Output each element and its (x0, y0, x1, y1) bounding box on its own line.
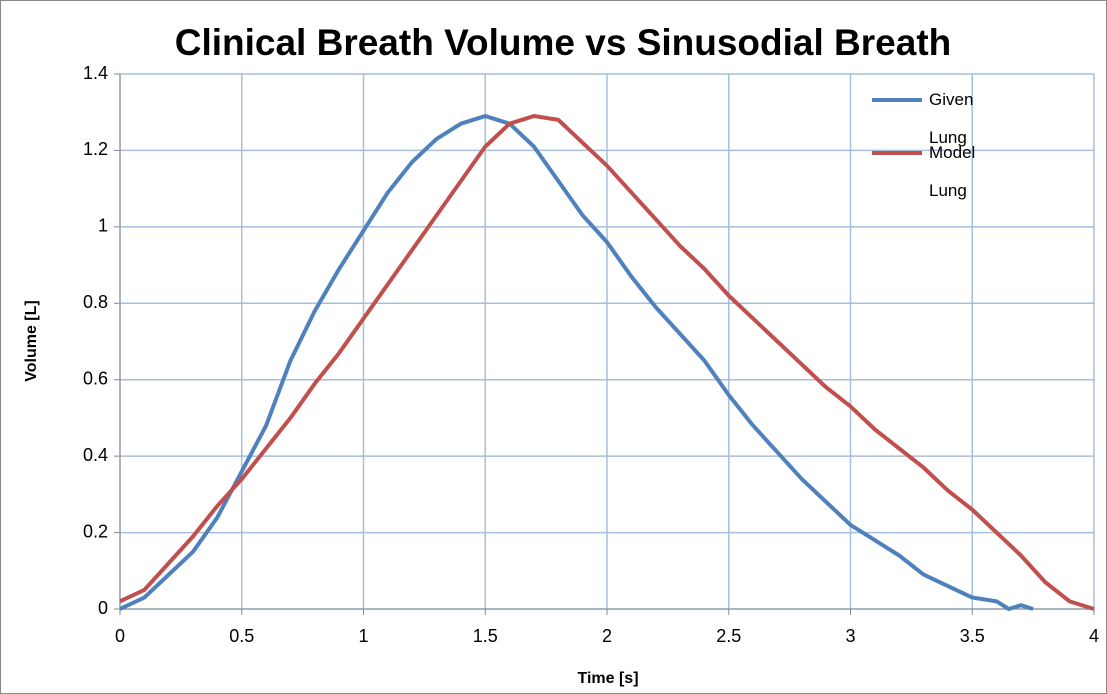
legend-entry: Given Lung (929, 90, 974, 147)
x-tick-label: 3.5 (960, 626, 985, 646)
x-tick-label: 4 (1089, 626, 1099, 646)
y-tick-label: 1 (98, 216, 108, 236)
y-axis-title: Volume [L] (23, 300, 40, 381)
y-tick-label: 0 (98, 598, 108, 618)
y-tick-label: 1.4 (83, 63, 108, 83)
legend-label: Given Lung (929, 90, 974, 147)
legend-label: Model Lung (929, 143, 976, 200)
x-tick-label: 0.5 (229, 626, 254, 646)
x-tick-label: 1.5 (473, 626, 498, 646)
y-tick-label: 0.8 (83, 292, 108, 312)
x-tick-label: 3 (845, 626, 855, 646)
x-axis-title: Time [s] (577, 670, 638, 687)
y-tick-label: 0.2 (83, 521, 108, 541)
chart-title: Clinical Breath Volume vs Sinusodial Bre… (175, 22, 952, 63)
x-tick-label: 2 (602, 626, 612, 646)
y-tick-label: 0.6 (83, 368, 108, 388)
data-line (119, 114, 1095, 611)
legend-entry: Model Lung (929, 143, 976, 200)
x-tick-label: 1 (358, 626, 368, 646)
y-tick-label: 1.2 (83, 139, 108, 159)
x-tick-label: 2.5 (716, 626, 741, 646)
data-line (119, 114, 1034, 611)
y-tick-label: 0.4 (83, 445, 108, 465)
x-tick-label: 0 (115, 626, 125, 646)
